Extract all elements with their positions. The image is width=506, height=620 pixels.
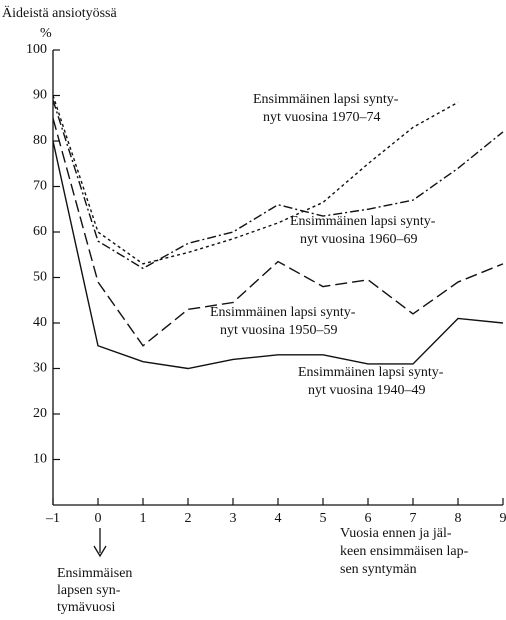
y-tick-label: 70 [33,179,47,194]
annotation: Ensimmäisen [57,566,132,581]
x-tick-label: 1 [140,511,147,526]
series-label: Ensimmäinen lapsi synty- [298,365,444,380]
y-tick-label: 80 [33,133,47,148]
x-tick-label: 6 [365,511,372,526]
annotation: tymävuosi [57,600,115,615]
x-axis-label: keen ensimmäisen lap- [340,544,469,559]
y-tick-label: 100 [26,42,47,57]
series-label: nyt vuosina 1940–49 [308,383,425,398]
x-tick-label: 3 [230,511,237,526]
x-tick-label: 4 [275,511,282,526]
series-line [52,99,504,270]
x-tick-label: 5 [320,511,327,526]
annotation: lapsen syn- [57,583,121,598]
x-tick-label: –1 [45,511,60,526]
y-tick-label: 90 [33,88,47,103]
y-axis-unit: % [40,26,52,41]
x-tick-label: 7 [410,511,417,526]
y-tick-label: 20 [33,406,47,421]
series-label: nyt vuosina 1970–74 [263,110,380,125]
y-tick-label: 40 [33,315,47,330]
y-tick-label: 10 [33,452,47,467]
arrow-head [93,545,107,558]
x-tick-label: 0 [95,511,102,526]
y-axis-label: Äideistä ansiotyössä [2,4,117,21]
series-line [52,140,504,370]
x-tick-label: 8 [455,511,462,526]
series-label: nyt vuosina 1950–59 [220,323,337,338]
x-axis-label: Vuosia ennen ja jäl- [340,526,452,541]
y-tick-label: 50 [33,270,47,285]
series-label: nyt vuosina 1960–69 [300,232,417,247]
x-tick-label: 9 [500,511,506,526]
series-label: Ensimmäinen lapsi synty- [290,214,436,229]
y-tick-label: 60 [33,224,47,239]
series-label: Ensimmäinen lapsi synty- [253,92,399,107]
series-label: Ensimmäinen lapsi synty- [210,305,356,320]
x-tick-label: 2 [185,511,192,526]
series-line [52,118,504,347]
y-tick-label: 30 [33,361,47,376]
x-axis-label: sen syntymän [340,562,417,577]
